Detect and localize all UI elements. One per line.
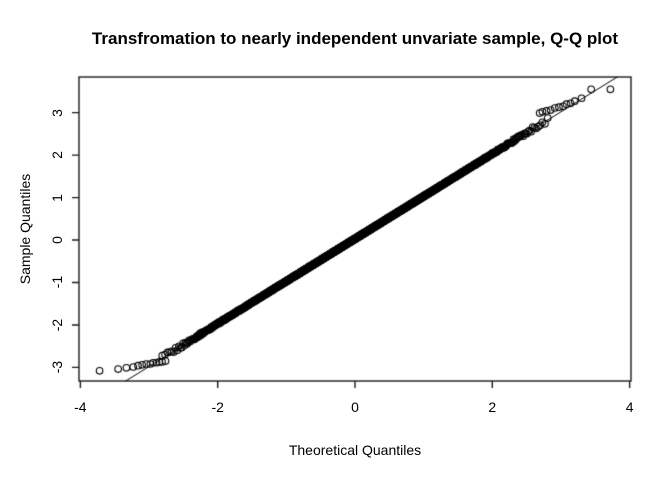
x-tick-label: -2 xyxy=(211,399,224,415)
x-axis-label: Theoretical Quantiles xyxy=(288,442,422,458)
x-tick-label: 0 xyxy=(351,399,359,415)
x-tick-label: 4 xyxy=(625,399,634,415)
y-tick-label: 2 xyxy=(49,151,65,160)
y-tick-label: -1 xyxy=(49,276,65,289)
y-axis-label: Sample Quantiles xyxy=(17,173,33,285)
y-tick-label: 1 xyxy=(49,193,65,202)
x-tick-label: -4 xyxy=(74,399,87,415)
y-tick-label: -3 xyxy=(49,361,65,374)
x-tick-label: 2 xyxy=(488,399,497,415)
y-tick-label: 3 xyxy=(49,108,65,117)
y-tick-label: 0 xyxy=(49,236,65,244)
y-tick-label: -2 xyxy=(49,318,65,332)
